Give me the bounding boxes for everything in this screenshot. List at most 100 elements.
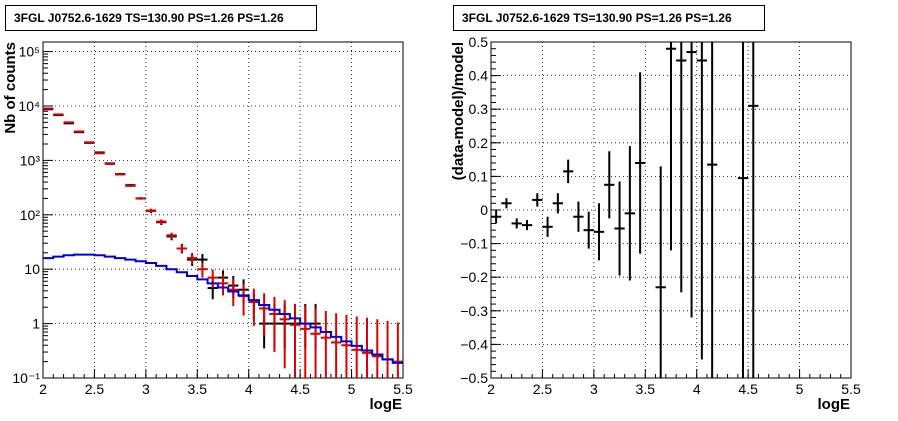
counts-panel: 2 2.5 3 3.5 4 4.5 5 5.5 10⁻¹ 1 10 10² 10³ 10⁴ 10⁵ logE N… — [2, 41, 413, 413]
counts-data-point — [217, 274, 229, 296]
counts-data-point — [135, 197, 146, 200]
residuals-data-point — [532, 193, 543, 207]
residuals-x-tick-label: 2.5 — [533, 381, 553, 397]
counts-data-point — [84, 141, 95, 144]
counts-data-point — [73, 130, 85, 133]
counts-data-point — [361, 317, 373, 378]
counts-title: 3FGL J0752.6-1629 TS=130.90 PS=1.26 PS=1… — [5, 5, 317, 31]
counts-data-point — [331, 313, 342, 378]
residuals-title: 3FGL J0752.6-1629 TS=130.90 PS=1.26 PS=1… — [453, 5, 765, 31]
counts-data-point — [269, 296, 280, 353]
counts-plot-frame — [42, 41, 404, 379]
residuals-x-tick-label: 4.5 — [738, 381, 758, 397]
residuals-x-tick-label: 3 — [590, 381, 598, 397]
residuals-data-point — [604, 151, 615, 219]
counts-data-point — [372, 319, 383, 378]
residuals-y-tick-label: −0.2 — [460, 269, 488, 285]
residuals-data-point — [501, 198, 512, 209]
residuals-data-point — [521, 220, 533, 231]
residuals-y-axis-title: (data-model)/model — [450, 42, 467, 180]
residuals-x-axis-title: logE — [818, 396, 851, 413]
counts-data-point — [279, 300, 290, 369]
counts-y-tick-label: 10⁻¹ — [12, 370, 40, 386]
counts-data-point — [351, 316, 362, 378]
counts-y-axis-title: Nb of counts — [2, 42, 19, 134]
residuals-y-tick-label: 0.2 — [469, 135, 489, 151]
counts-data-point — [104, 162, 115, 165]
counts-y-tick-label: 10⁵ — [19, 44, 40, 60]
counts-data-point — [53, 113, 64, 116]
residuals-data-point — [491, 210, 502, 224]
counts-x-tick-label: 3.5 — [188, 381, 208, 397]
residuals-y-tick-label: 0.3 — [469, 101, 489, 117]
residuals-data-point — [748, 42, 759, 378]
counts-data-point — [341, 314, 352, 378]
residuals-x-tick-label: 3.5 — [636, 381, 656, 397]
counts-y-tick-label: 10² — [20, 207, 41, 223]
counts-data-point — [289, 303, 301, 378]
counts-x-axis-title: logE — [370, 396, 403, 413]
counts-x-tick-label: 2.5 — [85, 381, 105, 397]
residuals-data-point — [624, 146, 635, 281]
residuals-data-point — [583, 211, 594, 249]
residuals-y-tick-label: −0.3 — [460, 303, 488, 319]
residuals-y-tick-label: 0.4 — [469, 68, 489, 84]
counts-data-point — [259, 293, 270, 336]
residuals-y-tick-label: −0.4 — [460, 336, 488, 352]
counts-model-step-line — [43, 253, 403, 364]
residuals-x-tick-label: 4 — [693, 381, 701, 397]
residuals-y-tick-label: 0 — [480, 202, 488, 218]
residuals-data-point — [635, 72, 646, 254]
residuals-y-tick-label: −0.5 — [460, 370, 488, 386]
residuals-data-point — [614, 181, 625, 276]
residuals-x-tick-label: 5.5 — [841, 381, 861, 397]
counts-data-point — [63, 121, 74, 124]
counts-data-point — [115, 173, 126, 176]
counts-x-tick-label: 4 — [245, 381, 253, 397]
counts-data-point — [228, 279, 239, 307]
counts-data-point — [156, 219, 167, 224]
residuals-data-point — [563, 159, 574, 184]
residuals-x-tick-label: 2 — [487, 381, 495, 397]
counts-x-tick-label: 3 — [142, 381, 150, 397]
counts-data-point — [43, 107, 54, 110]
counts-data-point — [166, 232, 177, 239]
counts-data-point — [207, 269, 218, 289]
residuals-data-point — [655, 166, 666, 378]
residuals-data-point — [511, 218, 522, 229]
counts-y-tick-label: 10 — [24, 261, 40, 277]
counts-data-point — [125, 184, 136, 187]
residuals-panel: 2 2.5 3 3.5 4 4.5 5 5.5 −0.5 −0.4 −0.3 −0.2 −0.1 0 0.1… — [450, 34, 861, 413]
counts-data-point — [320, 311, 331, 378]
counts-data-point — [197, 262, 208, 278]
counts-data-point — [300, 306, 311, 378]
residuals-data-point — [552, 193, 563, 214]
residuals-y-tick-label: −0.1 — [460, 236, 488, 252]
counts-data-point — [392, 322, 403, 378]
residuals-data-point — [573, 201, 584, 232]
residuals-x-tick-label: 5 — [796, 381, 804, 397]
counts-x-tick-label: 2 — [39, 381, 47, 397]
residuals-y-tick-label: 0.1 — [469, 168, 489, 184]
counts-data-point — [310, 308, 321, 378]
residuals-data-point — [665, 42, 677, 251]
counts-x-tick-label: 4.5 — [290, 381, 310, 397]
residuals-y-tick-label: 0.5 — [469, 34, 489, 50]
counts-data-point — [187, 252, 198, 264]
counts-x-tick-label: 5.5 — [393, 381, 413, 397]
residuals-data-point — [737, 42, 749, 378]
counts-data-point — [94, 152, 105, 155]
counts-y-tick-label: 1 — [32, 316, 40, 332]
residuals-data-point — [696, 42, 707, 360]
residuals-data-point — [707, 42, 718, 378]
residuals-data-point — [676, 42, 687, 293]
residuals-data-point — [593, 203, 605, 261]
residuals-data-point — [542, 216, 553, 237]
counts-data-point — [248, 288, 259, 327]
counts-data-point — [176, 244, 187, 253]
counts-y-tick-label: 10³ — [20, 152, 41, 168]
counts-x-tick-label: 5 — [348, 381, 356, 397]
counts-y-tick-label: 10⁴ — [18, 98, 40, 114]
counts-data-point — [145, 208, 157, 213]
